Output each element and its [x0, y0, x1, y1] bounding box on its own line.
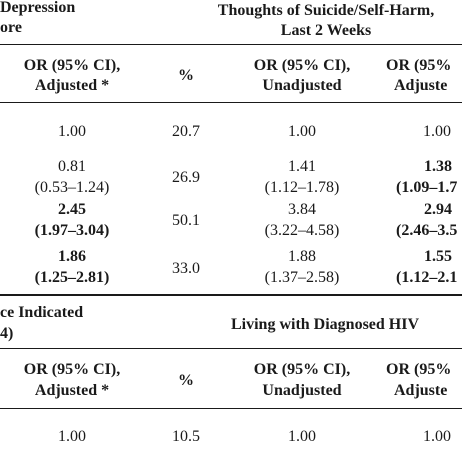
- section2-left-heading-line1: ce Indicated: [0, 304, 84, 321]
- s1-col2-header: %: [178, 67, 194, 84]
- s1-r1-adjusted-right-ci: (1.09–1.7: [396, 179, 458, 196]
- s1-r3-adjusted-or: 1.86: [58, 248, 86, 265]
- section1-left-heading-line1: Depression: [0, 0, 76, 16]
- s1-col1-header-line1: OR (95% CI),: [23, 57, 121, 74]
- s1-r0-unadjusted: 1.00: [288, 123, 316, 140]
- s2-col2-header: %: [178, 372, 194, 389]
- s2-r0-adjusted: 1.00: [58, 428, 86, 445]
- s1-r3-unadjusted-or: 1.88: [288, 248, 316, 265]
- s1-r2-adjusted-or: 2.45: [58, 201, 86, 218]
- s2-r0-percent: 10.5: [172, 428, 200, 445]
- section2-right-heading: Living with Diagnosed HIV: [230, 316, 420, 333]
- s1-r2-adjusted-right-ci: (2.46–3.5: [396, 222, 458, 239]
- s1-r3-adjusted-right-or: 1.55: [424, 248, 452, 265]
- s2-col1-header-line2: Adjusted *: [34, 382, 110, 399]
- s1-r2-adjusted-right-or: 2.94: [424, 201, 452, 218]
- s2-col4-header-line1: OR (95%: [386, 361, 452, 378]
- s1-r1-unadjusted-ci: (1.12–1.78): [264, 179, 340, 196]
- s1-r2-adjusted-ci: (1.97–3.04): [34, 222, 110, 239]
- s1-r3-adjusted-right-ci: (1.12–2.1: [396, 269, 458, 286]
- s2-r0-adjusted-right: 1.00: [423, 428, 451, 445]
- section-divider-rule: [0, 294, 462, 296]
- s1-col4-header-line1: OR (95%: [386, 57, 452, 74]
- section1-columns-rule: [0, 102, 462, 103]
- s1-col1-header-line2: Adjusted *: [34, 77, 110, 94]
- s1-col3-header-line1: OR (95% CI),: [253, 57, 351, 74]
- section2-columns-rule: [0, 408, 462, 409]
- section1-header-rule: [0, 44, 462, 45]
- s1-r1-unadjusted-or: 1.41: [288, 158, 316, 175]
- s1-r3-adjusted-ci: (1.25–2.81): [34, 269, 110, 286]
- s1-r1-adjusted-right-or: 1.38: [424, 158, 452, 175]
- s2-col3-header-line1: OR (95% CI),: [253, 361, 351, 378]
- s1-r0-percent: 20.7: [172, 123, 200, 140]
- s1-r1-adjusted-or: 0.81: [58, 158, 86, 175]
- section2-left-heading-line2: 4): [0, 325, 14, 342]
- s2-col3-header-line2: Unadjusted: [262, 382, 342, 399]
- section2-header-rule: [0, 348, 462, 349]
- s1-col4-header-line2: Adjuste: [394, 77, 448, 94]
- s1-r2-percent: 50.1: [172, 212, 200, 229]
- s1-r3-percent: 33.0: [172, 260, 200, 277]
- s1-r0-adjusted: 1.00: [58, 123, 86, 140]
- s1-r3-unadjusted-ci: (1.37–2.58): [264, 269, 340, 286]
- section1-left-heading-line2: ore: [0, 19, 22, 36]
- s1-r0-adjusted-right: 1.00: [423, 123, 451, 140]
- section1-right-heading-line1: Thoughts of Suicide/Self-Harm,: [217, 2, 435, 19]
- section1-right-heading-line2: Last 2 Weeks: [280, 22, 372, 39]
- s2-col1-header-line1: OR (95% CI),: [23, 361, 121, 378]
- s2-r0-unadjusted: 1.00: [288, 428, 316, 445]
- s1-r2-unadjusted-or: 3.84: [288, 201, 316, 218]
- s1-col3-header-line2: Unadjusted: [262, 77, 342, 94]
- s2-col4-header-line2: Adjuste: [394, 382, 448, 399]
- s1-r1-percent: 26.9: [172, 169, 200, 186]
- s1-r1-adjusted-ci: (0.53–1.24): [34, 179, 110, 196]
- s1-r2-unadjusted-ci: (3.22–4.58): [264, 222, 340, 239]
